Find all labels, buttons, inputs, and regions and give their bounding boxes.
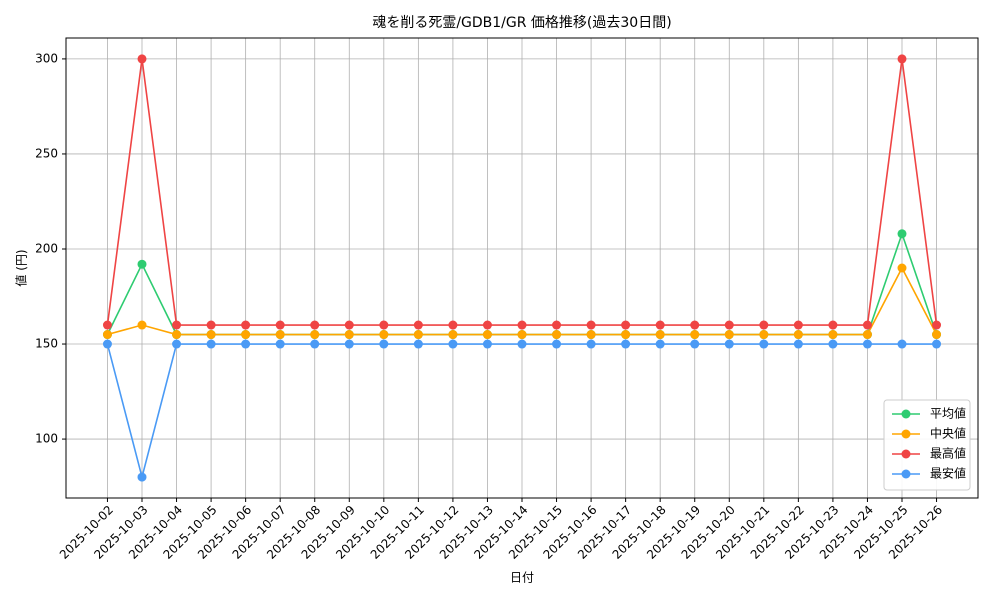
marker bbox=[482, 320, 492, 330]
marker bbox=[655, 320, 665, 330]
y-tick-label: 200 bbox=[35, 241, 58, 255]
marker bbox=[759, 339, 769, 349]
marker bbox=[344, 339, 354, 349]
marker bbox=[137, 259, 147, 269]
marker bbox=[897, 339, 907, 349]
marker bbox=[690, 339, 700, 349]
marker bbox=[862, 339, 872, 349]
marker bbox=[379, 320, 389, 330]
marker bbox=[690, 330, 700, 340]
marker bbox=[897, 54, 907, 64]
chart-title: 魂を削る死霊/GDB1/GR 価格推移(過去30日間) bbox=[372, 15, 671, 31]
marker bbox=[690, 320, 700, 330]
marker bbox=[172, 330, 182, 340]
marker bbox=[310, 320, 320, 330]
marker bbox=[102, 320, 112, 330]
legend-label: 平均値 bbox=[930, 406, 966, 421]
marker bbox=[137, 320, 147, 330]
marker bbox=[724, 339, 734, 349]
marker bbox=[932, 339, 942, 349]
marker bbox=[344, 320, 354, 330]
y-axis-label: 値 (円) bbox=[14, 249, 29, 286]
marker bbox=[137, 472, 147, 482]
marker bbox=[413, 339, 423, 349]
legend-marker bbox=[901, 449, 911, 459]
marker bbox=[586, 320, 596, 330]
y-tick-label: 250 bbox=[35, 146, 58, 160]
marker bbox=[379, 330, 389, 340]
marker bbox=[310, 330, 320, 340]
marker bbox=[621, 339, 631, 349]
marker bbox=[137, 54, 147, 64]
marker bbox=[102, 339, 112, 349]
legend-marker bbox=[901, 409, 911, 419]
y-tick-label: 100 bbox=[35, 432, 58, 446]
marker bbox=[552, 330, 562, 340]
marker bbox=[759, 320, 769, 330]
marker bbox=[724, 320, 734, 330]
marker bbox=[655, 339, 665, 349]
marker bbox=[759, 330, 769, 340]
marker bbox=[897, 229, 907, 239]
marker bbox=[448, 339, 458, 349]
marker bbox=[586, 339, 596, 349]
legend-frame bbox=[883, 399, 971, 491]
marker bbox=[172, 320, 182, 330]
marker bbox=[517, 320, 527, 330]
marker bbox=[379, 339, 389, 349]
marker bbox=[310, 339, 320, 349]
marker bbox=[552, 339, 562, 349]
marker bbox=[275, 330, 285, 340]
marker bbox=[828, 339, 838, 349]
marker bbox=[655, 330, 665, 340]
x-axis-label: 日付 bbox=[510, 571, 534, 585]
marker bbox=[552, 320, 562, 330]
marker bbox=[621, 330, 631, 340]
marker bbox=[517, 330, 527, 340]
marker bbox=[102, 330, 112, 340]
marker bbox=[932, 330, 942, 340]
marker bbox=[241, 330, 251, 340]
marker bbox=[241, 339, 251, 349]
plot-frame bbox=[65, 37, 979, 499]
marker bbox=[862, 320, 872, 330]
y-tick-label: 150 bbox=[35, 337, 58, 351]
marker bbox=[172, 339, 182, 349]
marker bbox=[932, 320, 942, 330]
marker bbox=[621, 320, 631, 330]
legend-label: 中央値 bbox=[930, 426, 966, 441]
marker bbox=[206, 339, 216, 349]
marker bbox=[793, 339, 803, 349]
marker bbox=[344, 330, 354, 340]
marker bbox=[828, 330, 838, 340]
marker bbox=[828, 320, 838, 330]
marker bbox=[724, 330, 734, 340]
marker bbox=[275, 339, 285, 349]
legend-label: 最高値 bbox=[930, 446, 966, 461]
marker bbox=[413, 320, 423, 330]
legend-marker bbox=[901, 469, 911, 479]
marker bbox=[482, 330, 492, 340]
marker bbox=[413, 330, 423, 340]
marker bbox=[517, 339, 527, 349]
marker bbox=[206, 320, 216, 330]
marker bbox=[275, 320, 285, 330]
legend-marker bbox=[901, 429, 911, 439]
marker bbox=[793, 320, 803, 330]
y-tick-label: 300 bbox=[35, 51, 58, 65]
marker bbox=[482, 339, 492, 349]
marker bbox=[862, 330, 872, 340]
legend-label: 最安値 bbox=[930, 466, 966, 481]
marker bbox=[448, 330, 458, 340]
marker bbox=[206, 330, 216, 340]
marker bbox=[897, 263, 907, 273]
marker bbox=[241, 320, 251, 330]
marker bbox=[448, 320, 458, 330]
marker bbox=[586, 330, 596, 340]
marker bbox=[793, 330, 803, 340]
